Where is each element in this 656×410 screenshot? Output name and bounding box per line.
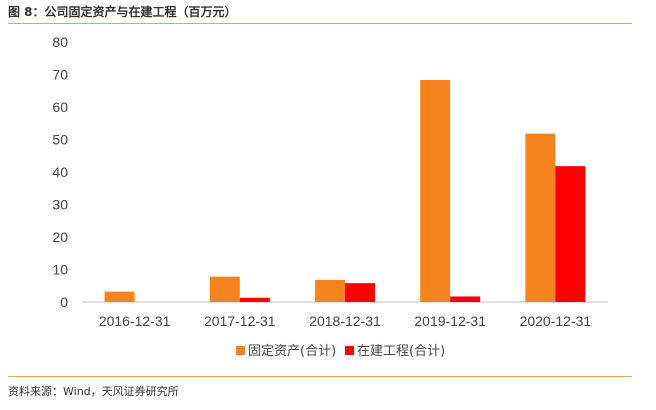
bar-construction-in-progress	[345, 283, 375, 302]
bar-fixed-assets	[104, 291, 135, 302]
x-tick-label: 2019-12-31	[414, 313, 486, 329]
x-axis: 2016-12-31 2017-12-31 2018-12-31 2019-12-31…	[82, 301, 608, 329]
source-note: 资料来源：Wind，天风证券研究所	[8, 385, 179, 398]
y-tick-label: 50	[52, 132, 68, 148]
y-tick-label: 60	[52, 99, 68, 115]
legend-swatch	[345, 346, 354, 355]
x-tick-label: 2016-12-31	[99, 313, 171, 329]
footer-divider	[8, 376, 632, 377]
x-tick-label: 2018-12-31	[309, 313, 381, 329]
y-tick-label: 40	[52, 164, 68, 180]
bar-construction-in-progress	[239, 297, 270, 302]
bar-fixed-assets	[315, 279, 345, 302]
y-axis: 0 10 20 30 40 50 60 70 80	[52, 34, 68, 310]
x-tick-label: 2020-12-31	[520, 313, 592, 329]
y-tick-label: 0	[60, 294, 68, 310]
y-tick-label: 10	[52, 262, 68, 278]
bar-fixed-assets	[420, 80, 451, 303]
bar-fixed-assets	[525, 133, 556, 302]
bar-construction-in-progress	[450, 296, 481, 302]
legend-label: 固定资产(合计)	[248, 344, 336, 359]
legend-swatch	[236, 346, 245, 355]
y-tick-label: 30	[52, 197, 68, 213]
bar-construction-in-progress	[555, 166, 586, 302]
y-tick-label: 70	[52, 67, 68, 83]
legend-label: 在建工程(合计)	[357, 344, 445, 359]
y-tick-label: 20	[52, 229, 68, 245]
bars	[104, 80, 586, 303]
x-tick-label: 2017-12-31	[204, 313, 276, 329]
title-divider	[8, 23, 632, 24]
y-tick-label: 80	[52, 34, 68, 50]
figure-title: 图 8：公司固定资产与在建工程（百万元）	[8, 5, 237, 19]
legend: 固定资产(合计) 在建工程(合计)	[236, 344, 445, 359]
bar-fixed-assets	[209, 276, 240, 302]
